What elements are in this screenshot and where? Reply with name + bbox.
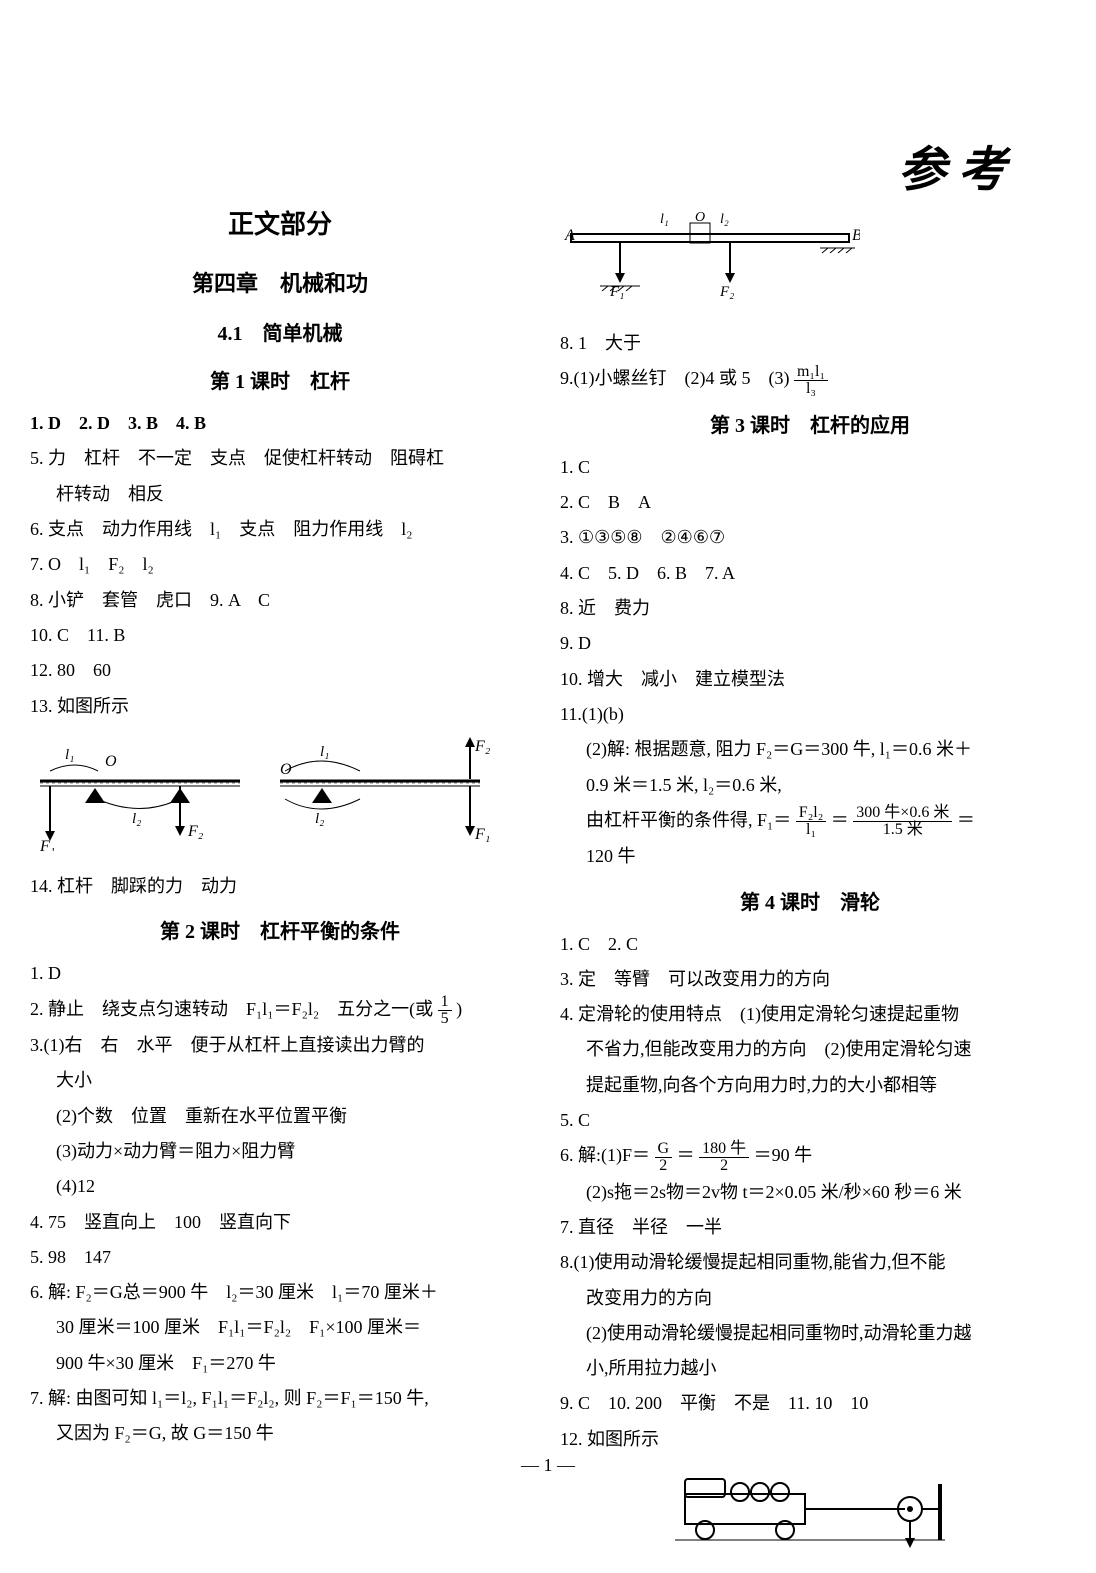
- svg-text:A: A: [564, 227, 575, 244]
- b7a: 7. 解: 由图可知 l₁＝l₂, F₁l₁＝F₂l₂, 则 F₂＝F₁＝150…: [30, 1382, 530, 1415]
- ans-6: 6. 支点 动力作用线 l₁ 支点 阻力作用线 l₂: [30, 513, 530, 546]
- ans-10-11: 10. C 11. B: [30, 619, 530, 652]
- svg-text:F₁: F₁: [474, 826, 490, 843]
- b6c: 900 牛×30 厘米 F₁＝270 牛: [30, 1347, 530, 1380]
- lever-diagrams-pair: O F₁ F₂ l₁ l₂: [30, 731, 530, 862]
- frac-calc1: 300 牛×0.6 米1.5 米: [853, 805, 952, 838]
- ans-5a: 5. 力 杠杆 不一定 支点 促使杠杆转动 阻碍杠: [30, 442, 530, 475]
- svg-text:O: O: [695, 210, 705, 225]
- e3: 3. 定 等臂 可以改变用力的方向: [560, 963, 1060, 996]
- b6a: 6. 解: F₂＝G总＝900 牛 l₂＝30 厘米 l₁＝70 厘米＋: [30, 1276, 530, 1309]
- frac-1-5: 15: [438, 994, 452, 1027]
- svg-text:l₁: l₁: [65, 747, 74, 763]
- e8b: 改变用力的方向: [560, 1282, 1060, 1315]
- lesson-3-title: 第 3 课时 杠杆的应用: [560, 407, 1060, 445]
- chapter-title: 第四章 机械和功: [30, 263, 530, 305]
- svg-text:O: O: [105, 753, 117, 770]
- d8: 8. 近 费力: [560, 592, 1060, 625]
- b3d: (3)动力×动力臂＝阻力×阻力臂: [30, 1135, 530, 1168]
- b3e: (4)12: [30, 1170, 530, 1203]
- e5: 5. C: [560, 1104, 1060, 1137]
- ans-5b: 杆转动 相反: [30, 478, 530, 511]
- b3b: 大小: [30, 1064, 530, 1097]
- ans-14: 14. 杠杆 脚踩的力 动力: [30, 870, 530, 903]
- e4c: 提起重物,向各个方向用力时,力的大小都相等: [560, 1069, 1060, 1102]
- right-column: O A B l₁ l₂ F₁ F₂: [560, 200, 1060, 1573]
- e8a: 8.(1)使用动滑轮缓慢提起相同重物,能省力,但不能: [560, 1246, 1060, 1279]
- frac-m1l1-l3: m₁l₁l₃: [794, 364, 828, 397]
- b4: 4. 75 竖直向上 100 竖直向下: [30, 1206, 530, 1239]
- frac-f2l2-l1: F₂l₂l₁: [796, 805, 827, 838]
- c8: 8. 1 大于: [560, 327, 1060, 360]
- e12: 12. 如图所示: [560, 1423, 1060, 1456]
- d3: 3. ①③⑤⑧ ②④⑥⑦: [560, 521, 1060, 554]
- ans-8-9: 8. 小铲 套管 虎口 9. A C: [30, 584, 530, 617]
- ans-7: 7. O l₁ F₂ l₂: [30, 548, 530, 581]
- b3a: 3.(1)右 右 水平 便于从杠杆上直接读出力臂的: [30, 1029, 530, 1062]
- e4a: 4. 定滑轮的使用特点 (1)使用定滑轮匀速提起重物: [560, 998, 1060, 1031]
- d10: 10. 增大 减小 建立模型法: [560, 663, 1060, 696]
- e9-11: 9. C 10. 200 平衡 不是 11. 10 10: [560, 1387, 1060, 1420]
- e6a: 6. 解:(1)F＝ G2 ＝ 180 牛2 ＝90 牛: [560, 1139, 1060, 1173]
- b3c: (2)个数 位置 重新在水平位置平衡: [30, 1100, 530, 1133]
- d11c: 0.9 米＝1.5 米, l₂＝0.6 米,: [560, 769, 1060, 802]
- lesson-2-title: 第 2 课时 杠杆平衡的条件: [30, 913, 530, 951]
- b6b: 30 厘米＝100 厘米 F₁l₁＝F₂l₂ F₁×100 厘米＝: [30, 1311, 530, 1344]
- e4b: 不省力,但能改变用力的方向 (2)使用定滑轮匀速: [560, 1033, 1060, 1066]
- svg-text:l₂: l₂: [132, 811, 141, 827]
- d11g: 120 牛: [560, 840, 1060, 873]
- lesson-1-title: 第 1 课时 杠杆: [30, 363, 530, 401]
- page-ref-header: 参 考: [898, 130, 1006, 200]
- svg-text:F₂: F₂: [719, 284, 734, 300]
- truck-pulley-figure: [560, 1464, 1060, 1565]
- svg-text:F₂: F₂: [187, 823, 204, 840]
- e1-2: 1. C 2. C: [560, 928, 1060, 961]
- d11d: 由杠杆平衡的条件得, F₁＝ F₂l₂l₁ ＝ 300 牛×0.6 米1.5 米…: [560, 804, 1060, 838]
- frac-180-2: 180 牛2: [699, 1141, 749, 1174]
- d11a: 11.(1)(b): [560, 698, 1060, 731]
- d9: 9. D: [560, 627, 1060, 660]
- svg-text:l₂: l₂: [720, 212, 729, 227]
- e6b: (2)s拖＝2s物＝2v物 t＝2×0.05 米/秒×60 秒＝6 米: [560, 1176, 1060, 1209]
- svg-text:F₁: F₁: [39, 838, 55, 851]
- e8d: 小,所用拉力越小: [560, 1352, 1060, 1385]
- ans-13: 13. 如图所示: [30, 690, 530, 723]
- d11b: (2)解: 根据题意, 阻力 F₂＝G＝300 牛, l₁＝0.6 米＋: [560, 733, 1060, 766]
- svg-text:B: B: [852, 227, 860, 244]
- b5: 5. 98 147: [30, 1241, 530, 1274]
- ans-1-4: 1. D 2. D 3. B 4. B: [30, 407, 530, 440]
- left-column: 正文部分 第四章 机械和功 4.1 简单机械 第 1 课时 杠杆 1. D 2.…: [30, 200, 530, 1573]
- page-number: — 1 —: [521, 1455, 575, 1476]
- e8c: (2)使用动滑轮缓慢提起相同重物时,动滑轮重力越: [560, 1317, 1060, 1350]
- d4-7: 4. C 5. D 6. B 7. A: [560, 557, 1060, 590]
- content-columns: 正文部分 第四章 机械和功 4.1 简单机械 第 1 课时 杠杆 1. D 2.…: [30, 200, 1066, 1573]
- b1: 1. D: [30, 957, 530, 990]
- svg-text:l₁: l₁: [660, 212, 669, 227]
- c9: 9.(1)小螺丝钉 (2)4 或 5 (3) m₁l₁l₃: [560, 362, 1060, 396]
- svg-text:l₁: l₁: [320, 744, 329, 760]
- ans-12: 12. 80 60: [30, 654, 530, 687]
- lesson-4-title: 第 4 课时 滑轮: [560, 884, 1060, 922]
- e7: 7. 直径 半径 一半: [560, 1211, 1060, 1244]
- lever-top-figure: O A B l₁ l₂ F₁ F₂: [560, 208, 1060, 319]
- d1: 1. C: [560, 451, 1060, 484]
- section-4-1: 4.1 简单机械: [30, 315, 530, 353]
- svg-text:O: O: [280, 761, 292, 778]
- svg-text:l₂: l₂: [315, 811, 324, 827]
- b7b: 又因为 F₂＝G, 故 G＝150 牛: [30, 1417, 530, 1450]
- frac-G-2: G2: [655, 1141, 673, 1174]
- svg-text:F₂: F₂: [474, 738, 490, 755]
- main-title: 正文部分: [30, 200, 530, 249]
- b2: 2. 静止 绕支点匀速转动 F₁l₁＝F₂l₂ 五分之一(或 15 ): [30, 993, 530, 1027]
- d2: 2. C B A: [560, 486, 1060, 519]
